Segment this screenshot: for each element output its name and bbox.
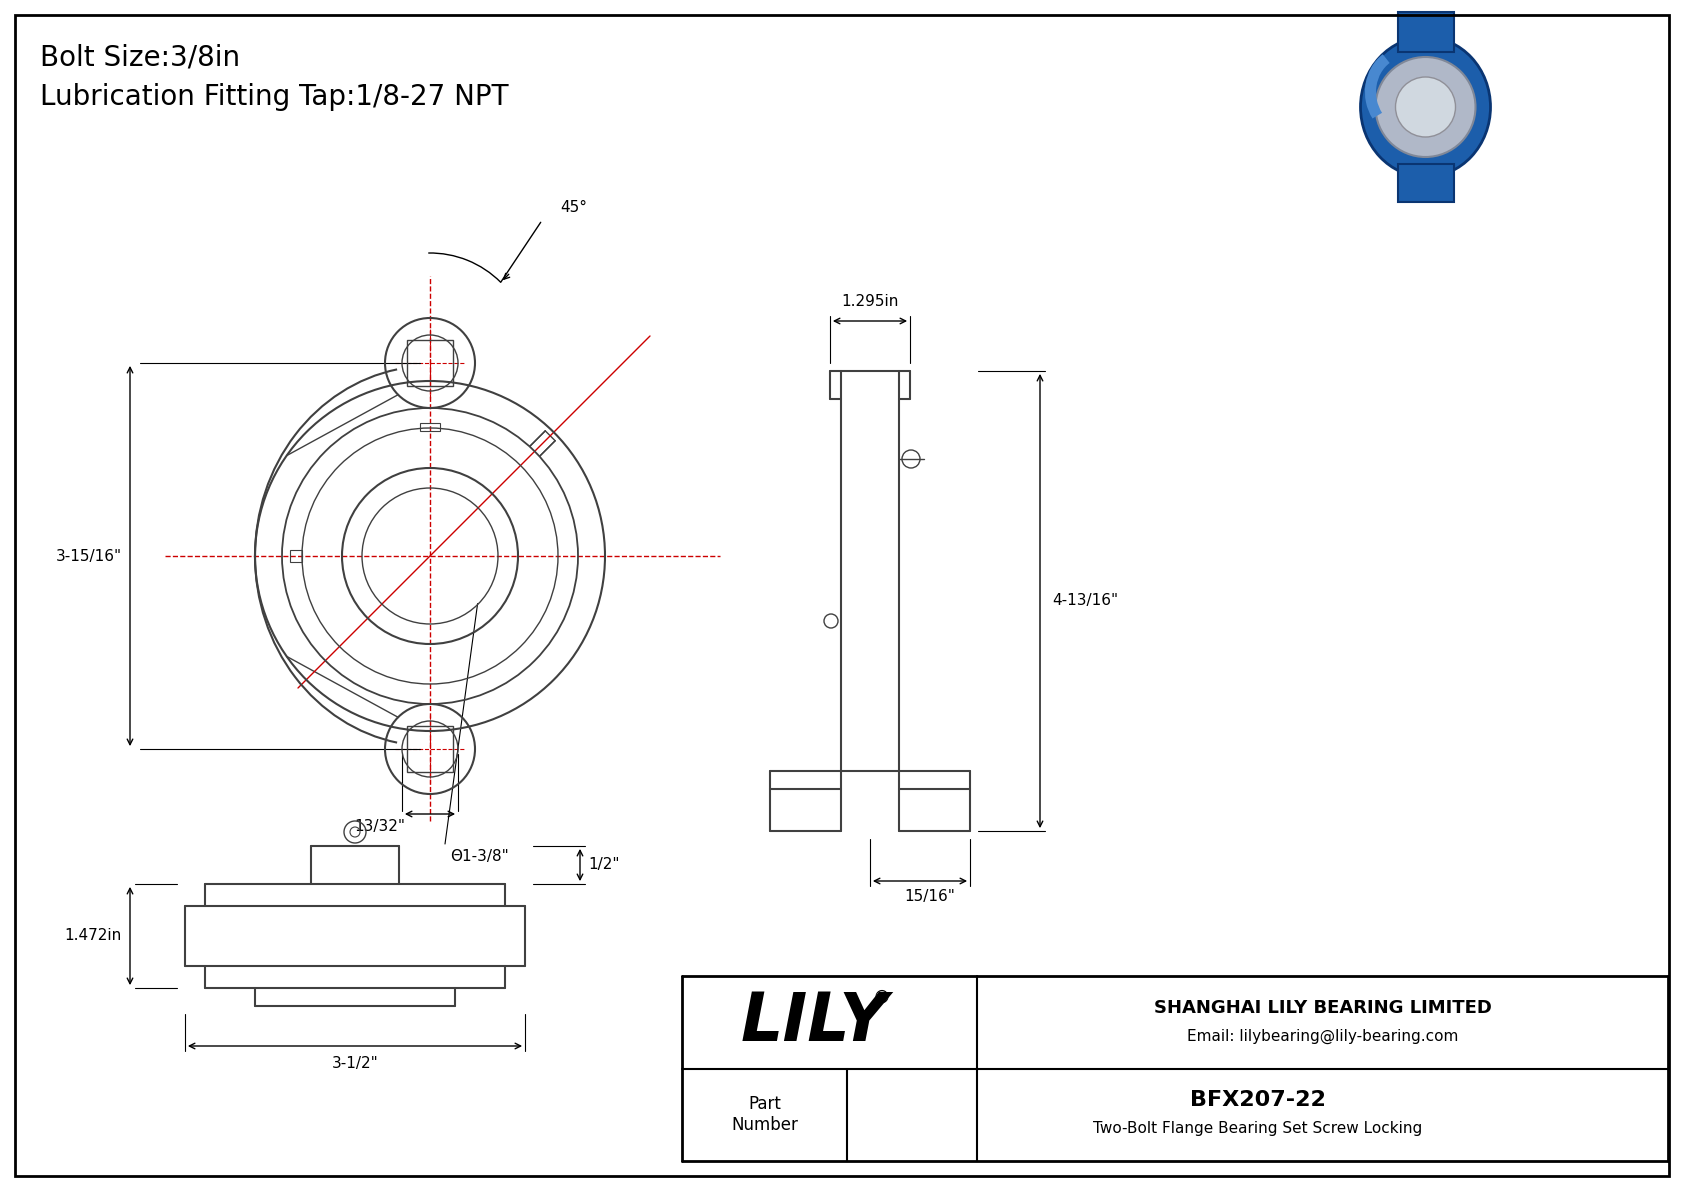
Text: 3-15/16": 3-15/16" [56, 549, 121, 563]
Text: 1.295in: 1.295in [842, 294, 899, 308]
Text: Email: lilybearing@lily-bearing.com: Email: lilybearing@lily-bearing.com [1187, 1029, 1458, 1043]
Text: Bolt Size:3/8in: Bolt Size:3/8in [40, 43, 241, 71]
Text: BFX207-22: BFX207-22 [1189, 1090, 1325, 1110]
Bar [419, 423, 440, 431]
Bar [408, 339, 453, 386]
Text: 1.472in: 1.472in [64, 929, 121, 943]
Text: 45°: 45° [561, 200, 588, 214]
Text: Two-Bolt Flange Bearing Set Screw Locking: Two-Bolt Flange Bearing Set Screw Lockin… [1093, 1121, 1421, 1136]
Bar [1398, 164, 1453, 202]
Text: 4-13/16": 4-13/16" [1052, 593, 1118, 609]
Text: 13/32": 13/32" [355, 819, 406, 834]
Bar [290, 550, 301, 562]
Circle shape [1396, 77, 1455, 137]
Text: 3-1/2": 3-1/2" [332, 1056, 379, 1071]
Ellipse shape [1361, 37, 1490, 177]
Text: Θ1-3/8": Θ1-3/8" [450, 849, 509, 863]
Text: 15/16": 15/16" [904, 888, 955, 904]
Text: SHANGHAI LILY BEARING LIMITED: SHANGHAI LILY BEARING LIMITED [1154, 999, 1492, 1017]
Text: ®: ® [872, 989, 891, 1006]
Bar [1398, 12, 1453, 52]
Bar [408, 727, 453, 772]
Text: Lubrication Fitting Tap:1/8-27 NPT: Lubrication Fitting Tap:1/8-27 NPT [40, 83, 509, 111]
Text: LILY: LILY [741, 990, 889, 1055]
Text: 1/2": 1/2" [588, 858, 620, 873]
Circle shape [1376, 57, 1475, 157]
Text: Part
Number: Part Number [731, 1096, 798, 1134]
